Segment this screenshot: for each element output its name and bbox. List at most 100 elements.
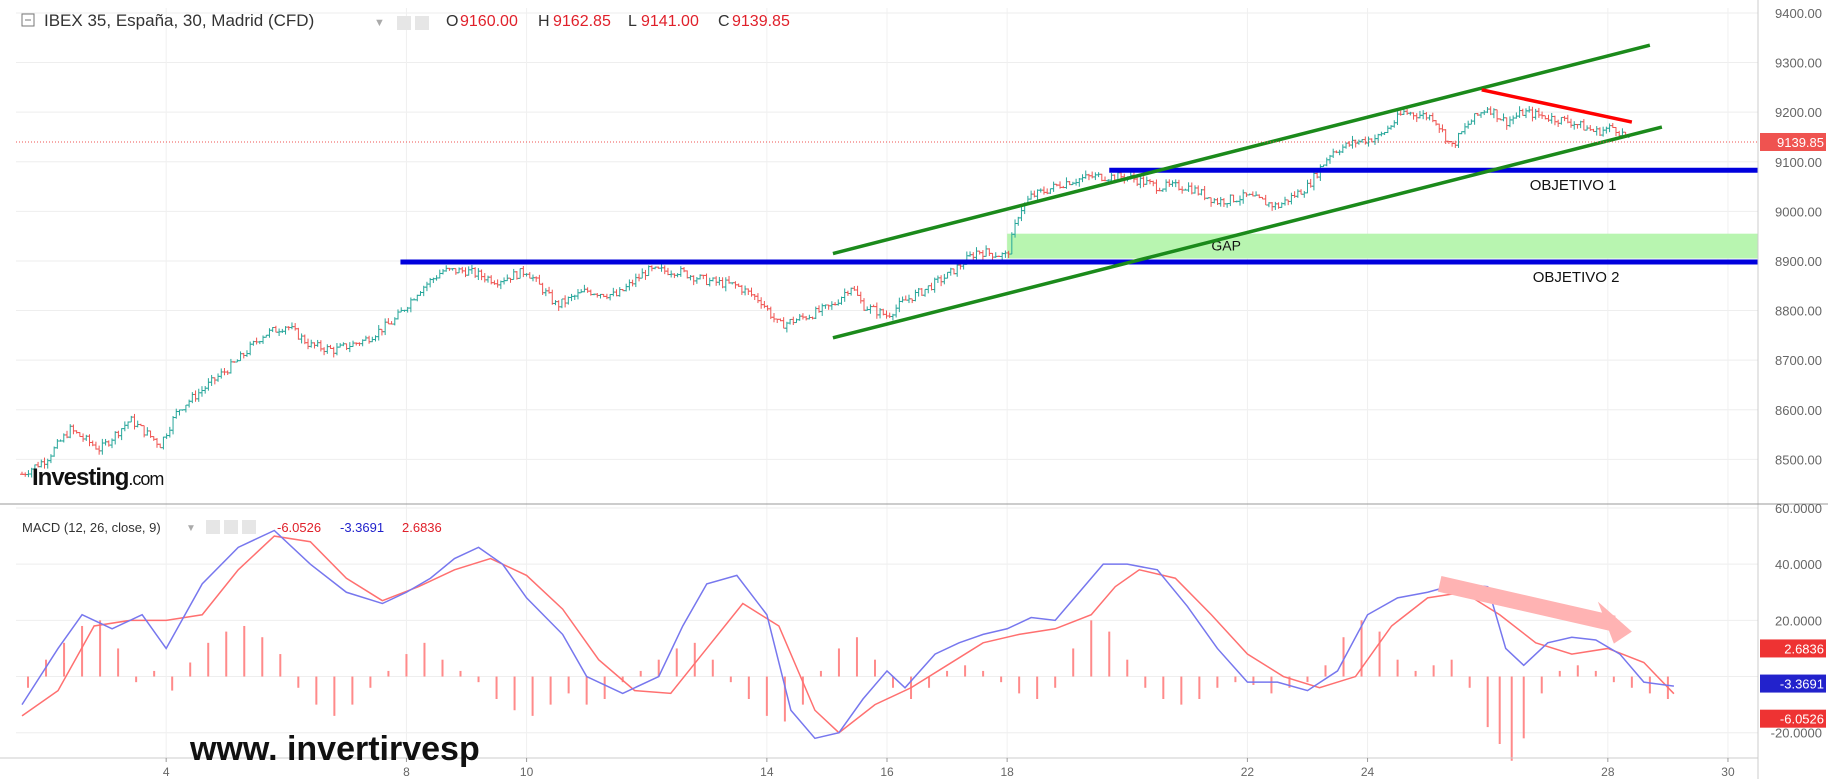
candle [627, 279, 632, 291]
candle [640, 268, 645, 279]
x-tick-label: 16 [880, 765, 894, 779]
candle [286, 326, 291, 331]
x-tick-label: 14 [760, 765, 774, 779]
candle [238, 351, 243, 362]
collapse-icon[interactable] [21, 13, 35, 27]
candle [1507, 116, 1512, 128]
candle [212, 377, 217, 385]
candle [122, 421, 127, 432]
candle [1434, 119, 1439, 126]
candle [158, 443, 163, 449]
candles-group [20, 106, 1631, 478]
trend-line-resistance [1481, 88, 1633, 124]
y-tick-label: 9100.00 [1775, 155, 1822, 170]
candle [193, 390, 198, 402]
candle [1273, 201, 1278, 210]
candle [331, 346, 336, 358]
candle [132, 413, 137, 430]
candle [151, 436, 156, 441]
candle [309, 339, 314, 348]
candle [521, 266, 526, 278]
y-tick-label: 8700.00 [1775, 353, 1822, 368]
candle [119, 428, 124, 441]
candle [1549, 112, 1554, 124]
candle [752, 293, 757, 301]
candle [277, 328, 282, 337]
candle [714, 276, 719, 286]
candle [781, 317, 786, 329]
x-tick-label: 18 [1000, 765, 1014, 779]
macd-gear-icon[interactable] [224, 520, 238, 534]
candle [945, 271, 950, 279]
gear-icon[interactable] [415, 16, 429, 30]
candle [1048, 188, 1053, 194]
candle [1331, 148, 1336, 158]
candle [694, 277, 699, 284]
candle [1440, 124, 1445, 133]
trend-line-channel_upper [832, 43, 1651, 256]
macd-chevron-icon[interactable]: ▼ [186, 523, 196, 534]
candle [84, 434, 89, 441]
x-tick-label: 4 [163, 765, 170, 779]
candle [772, 313, 777, 323]
candle [97, 445, 102, 455]
chevron-down-icon[interactable]: ▼ [374, 17, 385, 29]
candle [968, 251, 973, 257]
candle [553, 300, 558, 306]
candle [743, 285, 748, 296]
candle [1138, 175, 1143, 189]
y-tick-label: 8600.00 [1775, 403, 1822, 418]
candle [1286, 199, 1291, 206]
gap-label: GAP [1211, 238, 1241, 254]
x-tick-label: 30 [1721, 765, 1735, 779]
candle [1218, 196, 1223, 207]
candle [1472, 113, 1477, 125]
eye-icon[interactable] [397, 16, 411, 30]
candle [762, 300, 767, 309]
candle [1514, 112, 1519, 119]
candle [457, 267, 462, 274]
candle [1212, 198, 1217, 204]
candle [1170, 180, 1175, 187]
trend-arrow-shaft [1437, 576, 1616, 632]
candle [804, 316, 809, 321]
candle [942, 273, 947, 285]
candle [836, 299, 841, 306]
candle [569, 293, 574, 302]
candle [106, 440, 111, 447]
candle [299, 333, 304, 344]
candle [1029, 190, 1034, 200]
candle [1173, 179, 1178, 188]
candle [704, 273, 709, 286]
candle [543, 288, 548, 297]
grid [16, 8, 1758, 758]
macd-title: MACD (12, 26, close, 9) [22, 520, 161, 535]
candle [637, 273, 642, 282]
candle [1456, 132, 1461, 148]
macd-eye-icon[interactable] [206, 520, 220, 534]
candle [206, 378, 211, 391]
candle [248, 341, 253, 356]
candle [678, 266, 683, 277]
candle [794, 318, 799, 324]
candle [93, 441, 98, 450]
candle [508, 277, 513, 283]
candle [739, 284, 744, 295]
macd-hist-tag-bg [1760, 639, 1826, 658]
candle [495, 279, 500, 288]
candle [1093, 172, 1098, 181]
candle [749, 287, 754, 297]
candle [887, 312, 892, 319]
investing-logo: Investing.com [32, 464, 163, 491]
candle [1421, 110, 1426, 120]
candle [482, 273, 487, 283]
candle [254, 337, 259, 345]
candle [1594, 126, 1599, 136]
candle [723, 277, 728, 292]
candle [113, 431, 118, 445]
candle [344, 343, 349, 351]
macd-close-icon[interactable] [242, 520, 256, 534]
x-tick-label: 24 [1361, 765, 1375, 779]
candle [884, 310, 889, 319]
